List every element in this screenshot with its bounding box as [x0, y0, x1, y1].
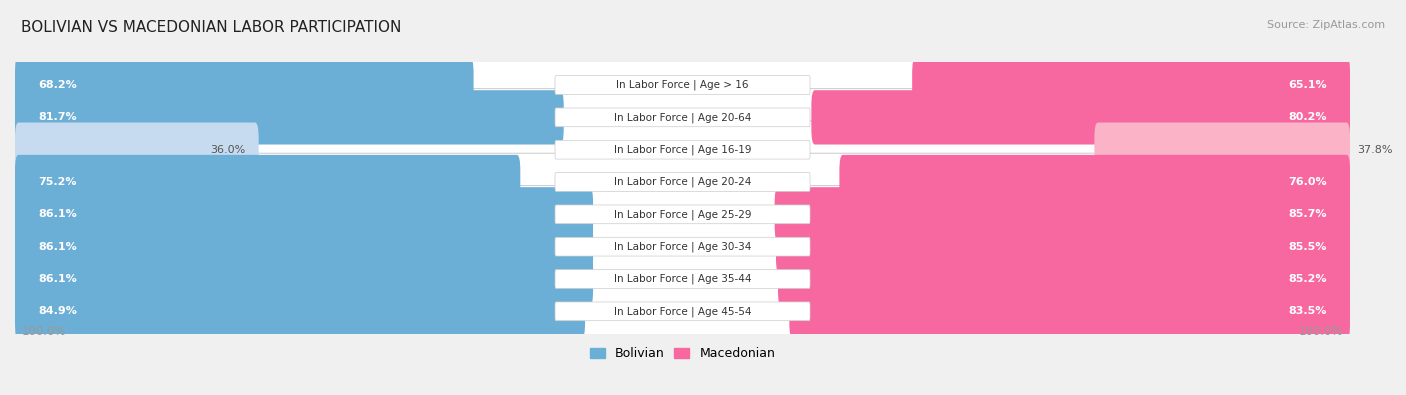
FancyBboxPatch shape — [912, 58, 1350, 112]
FancyBboxPatch shape — [15, 282, 1350, 340]
Text: In Labor Force | Age 16-19: In Labor Force | Age 16-19 — [614, 145, 751, 155]
Text: In Labor Force | Age > 16: In Labor Force | Age > 16 — [616, 80, 749, 90]
FancyBboxPatch shape — [15, 121, 1350, 179]
FancyBboxPatch shape — [15, 153, 1350, 211]
FancyBboxPatch shape — [555, 173, 810, 192]
FancyBboxPatch shape — [15, 186, 1350, 243]
Text: 80.2%: 80.2% — [1288, 112, 1327, 122]
Legend: Bolivian, Macedonian: Bolivian, Macedonian — [589, 347, 775, 360]
Text: 86.1%: 86.1% — [38, 242, 77, 252]
FancyBboxPatch shape — [15, 187, 593, 241]
Text: 100.0%: 100.0% — [21, 325, 66, 338]
FancyBboxPatch shape — [15, 56, 1350, 114]
FancyBboxPatch shape — [15, 88, 1350, 146]
FancyBboxPatch shape — [555, 205, 810, 224]
Text: BOLIVIAN VS MACEDONIAN LABOR PARTICIPATION: BOLIVIAN VS MACEDONIAN LABOR PARTICIPATI… — [21, 20, 402, 35]
FancyBboxPatch shape — [15, 220, 593, 274]
Text: Source: ZipAtlas.com: Source: ZipAtlas.com — [1267, 20, 1385, 30]
FancyBboxPatch shape — [555, 237, 810, 256]
FancyBboxPatch shape — [555, 76, 810, 94]
FancyBboxPatch shape — [555, 270, 810, 288]
FancyBboxPatch shape — [775, 187, 1350, 241]
Text: 75.2%: 75.2% — [38, 177, 77, 187]
FancyBboxPatch shape — [15, 58, 474, 112]
Text: 76.0%: 76.0% — [1288, 177, 1327, 187]
FancyBboxPatch shape — [15, 284, 585, 339]
FancyBboxPatch shape — [789, 284, 1350, 339]
Text: 85.2%: 85.2% — [1288, 274, 1327, 284]
Text: 85.5%: 85.5% — [1288, 242, 1327, 252]
Text: In Labor Force | Age 25-29: In Labor Force | Age 25-29 — [614, 209, 751, 220]
FancyBboxPatch shape — [811, 90, 1350, 145]
Text: 100.0%: 100.0% — [1299, 325, 1343, 338]
FancyBboxPatch shape — [555, 140, 810, 159]
Text: In Labor Force | Age 45-54: In Labor Force | Age 45-54 — [614, 306, 751, 316]
Text: 86.1%: 86.1% — [38, 274, 77, 284]
Text: 81.7%: 81.7% — [38, 112, 77, 122]
Text: In Labor Force | Age 30-34: In Labor Force | Age 30-34 — [614, 241, 751, 252]
Text: In Labor Force | Age 20-24: In Labor Force | Age 20-24 — [614, 177, 751, 187]
FancyBboxPatch shape — [15, 218, 1350, 275]
Text: 84.9%: 84.9% — [38, 307, 77, 316]
FancyBboxPatch shape — [1094, 122, 1350, 177]
FancyBboxPatch shape — [555, 108, 810, 127]
Text: 83.5%: 83.5% — [1288, 307, 1327, 316]
FancyBboxPatch shape — [15, 122, 259, 177]
FancyBboxPatch shape — [15, 90, 564, 145]
FancyBboxPatch shape — [15, 250, 1350, 308]
Text: 36.0%: 36.0% — [209, 145, 245, 155]
Text: 37.8%: 37.8% — [1357, 145, 1392, 155]
Text: 65.1%: 65.1% — [1288, 80, 1327, 90]
FancyBboxPatch shape — [778, 252, 1350, 306]
FancyBboxPatch shape — [776, 220, 1350, 274]
Text: 85.7%: 85.7% — [1288, 209, 1327, 219]
Text: In Labor Force | Age 35-44: In Labor Force | Age 35-44 — [614, 274, 751, 284]
Text: 86.1%: 86.1% — [38, 209, 77, 219]
Text: In Labor Force | Age 20-64: In Labor Force | Age 20-64 — [614, 112, 751, 122]
FancyBboxPatch shape — [15, 252, 593, 306]
FancyBboxPatch shape — [555, 302, 810, 321]
FancyBboxPatch shape — [839, 155, 1350, 209]
Text: 68.2%: 68.2% — [38, 80, 77, 90]
FancyBboxPatch shape — [15, 155, 520, 209]
